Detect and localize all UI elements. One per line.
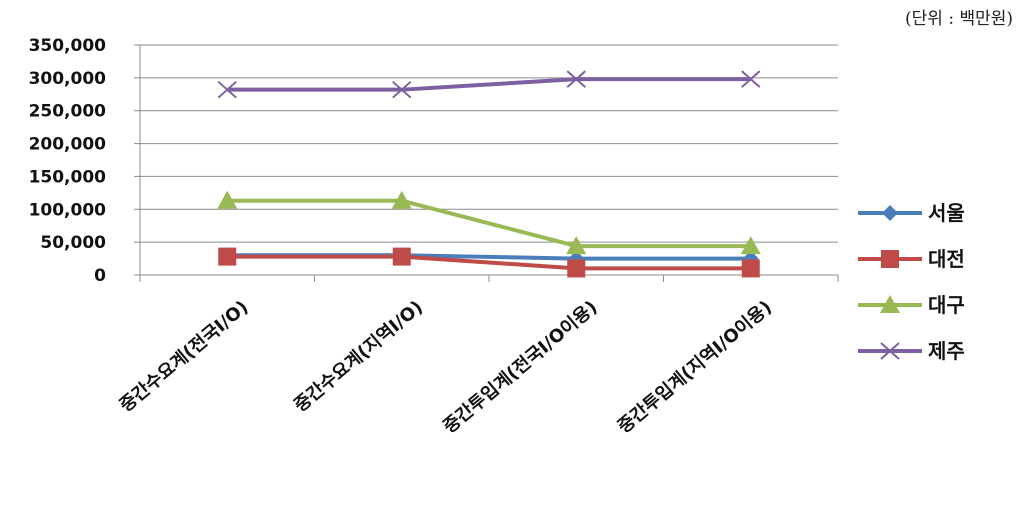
y-tick-label: 0 (94, 266, 106, 286)
y-tick-label: 300,000 (29, 69, 107, 89)
y-axis-tick-labels: 0 50,000 100,000 150,000 200,000 250,000 300,0… (29, 36, 107, 286)
series-line (227, 198, 751, 249)
data-point (391, 190, 412, 209)
legend-item: 제주 (858, 339, 965, 363)
x-category-label: 중간투입계(전국I/O이용) (439, 296, 602, 438)
data-point (218, 247, 237, 266)
series-x (217, 70, 761, 99)
series-lines (217, 70, 761, 278)
x-category-label: 중간투입계(지역I/O이용) (613, 296, 776, 438)
data-point (740, 236, 761, 255)
legend-marker (880, 342, 900, 360)
data-point (741, 70, 761, 88)
legend-label: 제주 (928, 339, 965, 363)
legend-label: 대전 (928, 247, 965, 271)
y-tick-label: 250,000 (29, 102, 107, 122)
data-point (217, 190, 238, 209)
data-point (741, 259, 760, 278)
series-line (227, 77, 751, 92)
legend-item: 대전 (858, 247, 965, 271)
unit-note: (단위 : 백만원) (905, 9, 1013, 29)
legend-marker (882, 205, 898, 221)
y-tick-label: 50,000 (40, 233, 106, 253)
axes (134, 44, 839, 282)
y-tick-label: 200,000 (29, 135, 107, 155)
legend-item: 서울 (858, 201, 965, 225)
y-tick-label: 100,000 (29, 200, 107, 220)
data-point (566, 70, 586, 88)
x-axis-category-labels: 중간수요계(전국I/O) 중간수요계(지역I/O) 중간투입계(전국I/O이용) 중간… (116, 296, 776, 438)
data-point (392, 80, 412, 99)
gridlines (140, 44, 838, 243)
y-tick-label: 350,000 (29, 36, 107, 56)
legend-label: 서울 (928, 201, 965, 225)
series-triangle (217, 190, 761, 255)
legend-marker (880, 295, 900, 313)
legend-item: 대구 (858, 293, 965, 317)
data-point (392, 247, 411, 266)
series-line (227, 254, 751, 271)
data-point (567, 259, 586, 278)
legend-label: 대구 (928, 293, 965, 317)
x-category-label: 중간수요계(전국I/O) (116, 297, 253, 417)
data-point (217, 80, 237, 99)
x-category-label: 중간수요계(지역I/O) (290, 297, 427, 417)
y-tick-label: 150,000 (29, 167, 107, 187)
data-point (566, 236, 587, 255)
series-square (218, 247, 760, 278)
legend-marker (881, 250, 899, 268)
